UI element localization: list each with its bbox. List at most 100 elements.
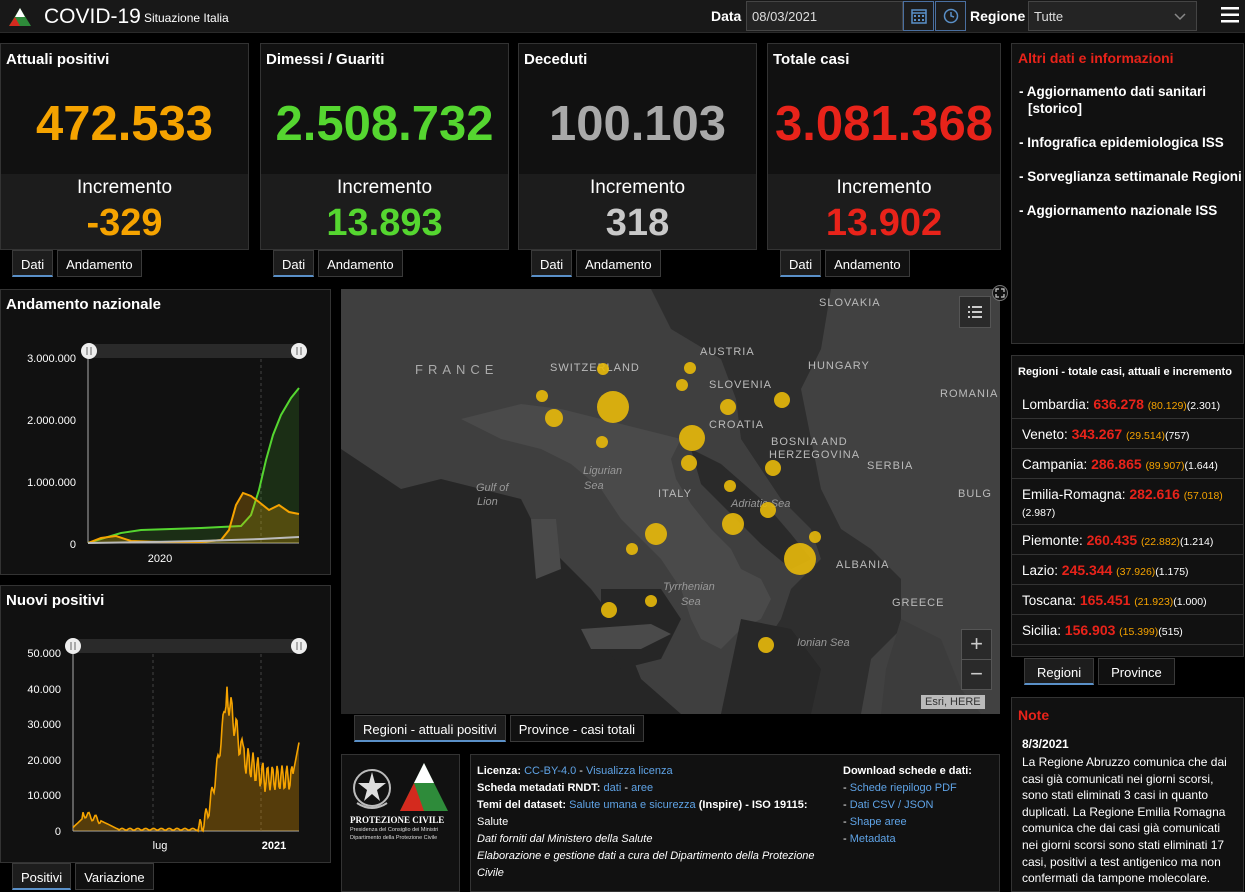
region-current: (57.018) xyxy=(1183,490,1223,502)
range-slider-handle-right[interactable] xyxy=(291,638,307,654)
tab-dati[interactable]: Dati xyxy=(273,250,315,277)
region-name: Lombardia: xyxy=(1022,397,1090,412)
link-aggiornamento-dati[interactable]: - Aggiornamento dati sanitari xyxy=(1019,84,1207,99)
download-pdf-link[interactable]: Schede riepilogo PDF xyxy=(849,782,957,794)
hamburger-menu-icon[interactable] xyxy=(1221,7,1239,23)
map-label: ALBANIA xyxy=(836,559,890,571)
chart-nuovi-positivi: Nuovi positivi 50.000 40.000 30.000 20.0… xyxy=(0,585,331,863)
note-text: La Regione Abruzzo comunica che dai casi… xyxy=(1022,755,1227,886)
tab-regioni[interactable]: Regioni xyxy=(1024,658,1095,685)
region-row-piemonte[interactable]: Piemonte: 260.435 (22.882)(1.214) xyxy=(1012,525,1243,555)
expand-icon[interactable] xyxy=(992,285,1008,301)
licenza-link[interactable]: CC-BY-4.0 xyxy=(524,765,577,777)
region-bubble[interactable] xyxy=(809,531,821,543)
region-bubble[interactable] xyxy=(760,502,776,518)
region-bubble[interactable] xyxy=(601,602,617,618)
card-increment-value: 13.902 xyxy=(825,202,943,244)
range-slider-handle-left[interactable] xyxy=(81,343,97,359)
region-bubble[interactable] xyxy=(645,523,667,545)
footer-metadata: Licenza: CC-BY-4.0 - Visualizza licenza … xyxy=(477,763,832,882)
visualizza-licenza-link[interactable]: Visualizza licenza xyxy=(586,765,673,777)
scheda-aree-link[interactable]: aree xyxy=(631,782,654,794)
range-slider-handle-left[interactable] xyxy=(65,638,81,654)
zoom-in-button[interactable]: + xyxy=(962,630,991,660)
tab-andamento[interactable]: Andamento xyxy=(57,250,142,277)
range-slider-track[interactable] xyxy=(73,639,299,653)
region-bubble[interactable] xyxy=(597,391,629,423)
region-bubble[interactable] xyxy=(774,392,790,408)
region-bubble[interactable] xyxy=(679,425,705,451)
tab-andamento[interactable]: Andamento xyxy=(318,250,403,277)
region-total: 343.267 xyxy=(1071,426,1123,442)
region-select[interactable]: Tutte xyxy=(1028,1,1197,31)
download-shape-link[interactable]: Shape aree xyxy=(849,816,907,828)
region-bubble[interactable] xyxy=(536,390,548,402)
link-infografica-iss[interactable]: - Infografica epidemiologica ISS xyxy=(1019,135,1224,150)
card-totale-casi: Totale casi 3.081.368 Incremento 13.902 xyxy=(767,43,1001,250)
link-sorveglianza-regioni[interactable]: - Sorveglianza settimanale Regioni xyxy=(1019,169,1242,184)
region-current: (22.882) xyxy=(1140,536,1181,548)
tab-regioni-attuali[interactable]: Regioni - attuali positivi xyxy=(354,715,506,742)
fonte-text: Dati forniti dal Ministero della Salute xyxy=(477,833,653,845)
zoom-out-button[interactable]: − xyxy=(970,661,983,686)
region-bubble[interactable] xyxy=(765,460,781,476)
region-row-toscana[interactable]: Toscana: 165.451 (21.923)(1.000) xyxy=(1012,585,1243,615)
region-bubble[interactable] xyxy=(626,543,638,555)
tab-dati[interactable]: Dati xyxy=(780,250,822,277)
regions-title: Regioni - totale casi, attuali e increme… xyxy=(1018,366,1232,378)
region-bubble[interactable] xyxy=(724,480,736,492)
region-bubble[interactable] xyxy=(676,379,688,391)
date-input[interactable]: 08/03/2021 xyxy=(746,1,903,31)
region-name: Sicilia: xyxy=(1022,623,1062,638)
region-bubble[interactable] xyxy=(545,409,563,427)
tab-andamento[interactable]: Andamento xyxy=(825,250,910,277)
range-slider-handle-right[interactable] xyxy=(291,343,307,359)
tab-province-totali[interactable]: Province - casi totali xyxy=(509,715,645,742)
region-row-sicilia[interactable]: Sicilia: 156.903 (15.399)(515) xyxy=(1012,615,1243,645)
scheda-dati-link[interactable]: dati xyxy=(603,782,622,794)
tab-dati[interactable]: Dati xyxy=(531,250,573,277)
tab-variazione[interactable]: Variazione xyxy=(75,863,154,890)
link-storico[interactable]: [storico] xyxy=(1028,101,1082,116)
region-bubble[interactable] xyxy=(597,363,609,375)
region-row-lazio[interactable]: Lazio: 245.344 (37.926)(1.175) xyxy=(1012,555,1243,585)
region-row-veneto[interactable]: Veneto: 343.267 (29.514)(757) xyxy=(1012,419,1243,449)
tab-province[interactable]: Province xyxy=(1098,658,1175,685)
card-increment-label: Incremento xyxy=(76,177,173,198)
download-csv-link[interactable]: Dati CSV / JSON xyxy=(849,799,934,811)
region-bubble[interactable] xyxy=(596,436,608,448)
temi-label: Temi del dataset: xyxy=(477,799,567,811)
region-row-emilia-romagna[interactable]: Emilia-Romagna: 282.616 (57.018) (2.987) xyxy=(1012,479,1243,525)
clock-button[interactable] xyxy=(935,1,966,31)
map-label: AUSTRIA xyxy=(700,346,755,358)
footer-downloads: Download schede e dati: - Schede riepilo… xyxy=(843,763,993,848)
region-bubble[interactable] xyxy=(681,455,697,471)
download-metadata-link[interactable]: Metadata xyxy=(849,833,896,845)
region-bubble[interactable] xyxy=(758,637,774,653)
region-row-lombardia[interactable]: Lombardia: 636.278 (80.129)(2.301) xyxy=(1012,389,1243,419)
region-row-campania[interactable]: Campania: 286.865 (89.907)(1.644) xyxy=(1012,449,1243,479)
tab-positivi[interactable]: Positivi xyxy=(12,863,72,890)
tab-andamento[interactable]: Andamento xyxy=(576,250,661,277)
region-bubble[interactable] xyxy=(784,543,816,575)
map-view[interactable]: + − Esri, HERE SLOVAKIA FRANCE SWITZERLA… xyxy=(341,289,1000,714)
chart-title: Andamento nazionale xyxy=(6,296,162,313)
range-slider-track[interactable] xyxy=(88,344,300,358)
region-total: 636.278 xyxy=(1093,396,1144,412)
region-bubble[interactable] xyxy=(645,595,657,607)
region-name: Piemonte: xyxy=(1022,533,1083,548)
card-increment-value: 13.893 xyxy=(326,202,443,244)
region-bubble[interactable] xyxy=(684,362,696,374)
legend-button[interactable] xyxy=(959,296,991,328)
y-tick: 40.000 xyxy=(27,684,61,696)
region-bubble[interactable] xyxy=(720,399,736,415)
map-label: BULG xyxy=(958,488,992,500)
temi-link[interactable]: Salute umana e sicurezza xyxy=(569,799,696,811)
link-aggiornamento-iss[interactable]: - Aggiornamento nazionale ISS xyxy=(1019,203,1218,218)
calendar-button[interactable] xyxy=(903,1,934,31)
tab-dati[interactable]: Dati xyxy=(12,250,54,277)
map-label: HUNGARY xyxy=(808,360,870,372)
region-bubble[interactable] xyxy=(722,513,744,535)
region-current: (15.399) xyxy=(1119,626,1159,638)
app-subtitle: Situazione Italia xyxy=(144,11,229,25)
